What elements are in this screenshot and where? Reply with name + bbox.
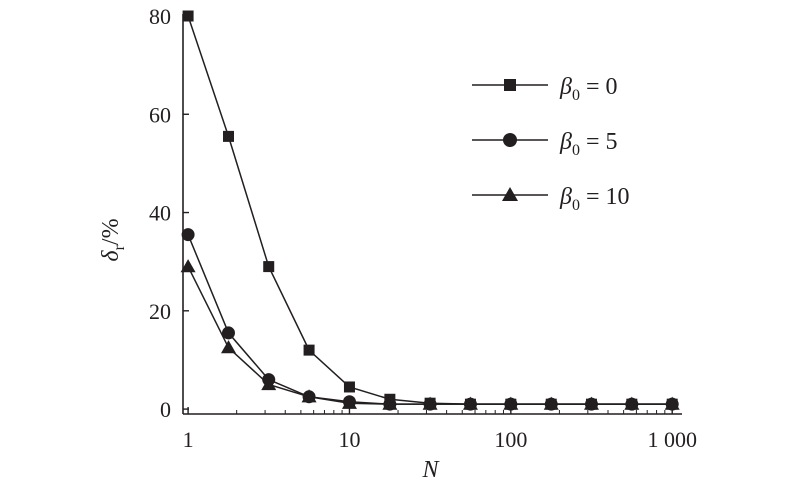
- triangle-marker: [624, 396, 640, 410]
- y-axis-title-subscript: r: [111, 244, 128, 250]
- square-marker: [504, 79, 516, 91]
- circle-marker: [181, 228, 195, 242]
- legend: β0 = 0 β0 = 5 β0 = 10: [472, 74, 630, 214]
- y-axis-title-unit: /%: [98, 218, 124, 245]
- legend-item: β0 = 0: [472, 74, 618, 104]
- triangle-marker: [422, 396, 438, 410]
- y-axis-title: δr/%: [98, 218, 128, 261]
- y-tick-label: 80: [149, 4, 171, 29]
- y-tick-label: 40: [149, 201, 171, 226]
- triangle-marker: [220, 340, 236, 354]
- square-marker: [182, 10, 194, 22]
- square-marker: [222, 130, 234, 142]
- series-lines: [180, 10, 680, 411]
- triangle-marker: [261, 377, 277, 391]
- triangle-marker: [462, 396, 478, 410]
- legend-label: β0 = 5: [559, 129, 618, 159]
- x-tick-label: 1: [183, 427, 194, 452]
- y-tick-label: 0: [160, 397, 171, 422]
- triangle-marker: [502, 187, 518, 201]
- square-marker: [343, 381, 355, 393]
- series-square: [182, 10, 678, 410]
- series-line: [187, 234, 673, 405]
- square-marker: [303, 344, 315, 356]
- triangle-marker: [341, 395, 357, 409]
- axes: [182, 14, 682, 415]
- y-tick-label: 20: [149, 299, 171, 324]
- x-tick-label: 1 000: [647, 427, 697, 452]
- x-axis-title: N: [421, 457, 440, 483]
- y-tick-label: 60: [149, 102, 171, 127]
- x-tick-label: 10: [338, 427, 360, 452]
- circle-marker: [221, 326, 235, 340]
- legend-label: β0 = 10: [559, 184, 630, 214]
- triangle-marker: [180, 259, 196, 273]
- legend-item: β0 = 5: [472, 129, 618, 159]
- triangle-marker: [583, 396, 599, 410]
- triangle-marker: [301, 389, 317, 403]
- x-tick-label: 100: [494, 427, 527, 452]
- triangle-marker: [543, 396, 559, 410]
- y-axis-title-symbol: δ: [98, 250, 124, 262]
- series-line: [187, 266, 673, 405]
- square-marker: [263, 261, 275, 273]
- triangle-marker: [664, 396, 680, 410]
- legend-item: β0 = 10: [472, 184, 630, 214]
- legend-label: β0 = 0: [559, 74, 618, 104]
- axis-ticks: 0 20 40 60 80 1 10 100 1 000: [149, 4, 697, 452]
- series-triangle: [180, 259, 680, 410]
- series-circle: [181, 228, 679, 411]
- triangle-marker: [382, 396, 398, 410]
- circle-marker: [503, 133, 517, 147]
- triangle-marker: [503, 396, 519, 410]
